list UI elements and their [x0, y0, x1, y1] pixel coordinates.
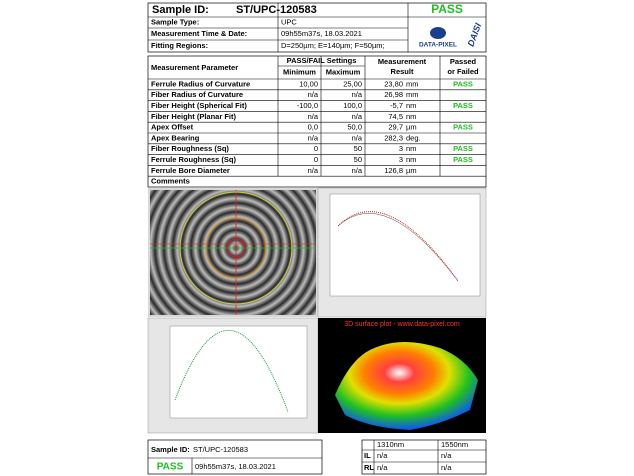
- logo-mark: [430, 27, 446, 39]
- loss-value: n/a: [377, 451, 388, 460]
- max-value: 50,0: [347, 123, 362, 132]
- pass-status: PASS: [453, 144, 473, 153]
- max-value: 50: [354, 144, 362, 153]
- interferogram: [148, 188, 318, 317]
- field-label: Sample Type:: [151, 17, 199, 26]
- param-name: Ferrule Roughness (Sq): [151, 155, 237, 164]
- param-name: Fiber Height (Spherical Fit): [151, 101, 247, 110]
- logo-product: DAISI: [466, 21, 484, 47]
- param-name: Fiber Height (Planar Fit): [151, 112, 237, 121]
- result-value: 74,5: [388, 112, 403, 121]
- pass-status: PASS: [453, 101, 473, 110]
- max-value: n/a: [352, 112, 363, 121]
- result-unit: nm: [406, 144, 416, 153]
- loss-value: n/a: [377, 463, 388, 472]
- min-value: n/a: [308, 90, 319, 99]
- result-value: -5,7: [390, 101, 403, 110]
- param-name: Fiber Radius of Curvature: [151, 90, 243, 99]
- param-name: Apex Offset: [151, 123, 194, 132]
- result-unit: nm: [406, 112, 416, 121]
- sample-id: ST/UPC-120583: [236, 4, 317, 16]
- footer-status: PASS: [157, 462, 184, 473]
- field-label: Fitting Regions:: [151, 41, 208, 50]
- result-value: 282,3: [384, 133, 403, 142]
- cell-border: [147, 2, 487, 53]
- result-unit: nm: [406, 155, 416, 164]
- max-value: 25,00: [343, 79, 362, 88]
- result-unit: µm: [406, 123, 417, 132]
- result-unit: deg.: [406, 133, 421, 142]
- wavelength: 1550nm: [441, 440, 468, 449]
- result-value: 23,80: [384, 79, 403, 88]
- cell-border: [147, 55, 487, 188]
- min-value: 0: [314, 144, 318, 153]
- status: PASS: [431, 2, 463, 16]
- cell-border: [147, 439, 323, 475]
- result-value: 3: [399, 144, 403, 153]
- result-unit: mm: [406, 90, 419, 99]
- sample-id-label: Sample ID:: [152, 4, 209, 16]
- result-unit: nm: [406, 101, 416, 110]
- min-value: 10,00: [299, 79, 318, 88]
- profile-plot-x: [147, 317, 319, 434]
- result-unit: µm: [406, 166, 417, 175]
- footer-label: Sample ID:: [151, 445, 190, 454]
- param-name: Ferrule Radius of Curvature: [151, 79, 250, 88]
- param-name: Fiber Roughness (Sq): [151, 144, 229, 153]
- field-label: Measurement Time & Date:: [151, 29, 247, 38]
- logo-brand: DATA-PIXEL: [419, 42, 457, 49]
- pass-status: PASS: [453, 79, 473, 88]
- col-header: Measurement Parameter: [151, 63, 238, 72]
- comments-label: Comments: [151, 177, 190, 186]
- col-header: Result: [391, 67, 414, 76]
- param-name: Ferrule Bore Diameter: [151, 166, 230, 175]
- field-value: D=250µm; E=140µm; F=50µm;: [281, 41, 385, 50]
- loss-value: n/a: [441, 463, 452, 472]
- max-value: n/a: [352, 133, 363, 142]
- result-unit: mm: [406, 79, 419, 88]
- max-value: 100,0: [343, 101, 362, 110]
- result-value: 26,98: [384, 90, 403, 99]
- min-value: n/a: [308, 133, 319, 142]
- col-header: or Failed: [447, 67, 479, 76]
- col-header: Minimum: [283, 67, 316, 76]
- param-name: Apex Bearing: [151, 133, 200, 142]
- col-header: PASS/FAIL Settings: [287, 56, 357, 65]
- loss-value: n/a: [441, 451, 452, 460]
- max-value: n/a: [352, 166, 363, 175]
- cell-border: [361, 439, 487, 475]
- pass-status: PASS: [453, 123, 473, 132]
- min-value: n/a: [308, 112, 319, 121]
- profile-plot-y: [317, 187, 487, 318]
- surface-title: 3D surface plot - www.data-pixel.com: [344, 321, 460, 328]
- footer-sample-id: ST/UPC-120583: [193, 445, 248, 454]
- pass-status: PASS: [453, 155, 473, 164]
- col-header: Passed: [450, 57, 477, 66]
- result-value: 29,7: [388, 123, 403, 132]
- field-value: UPC: [281, 17, 297, 26]
- field-value: 09h55m37s, 18.03.2021: [281, 29, 362, 38]
- result-value: 3: [399, 155, 403, 164]
- loss-label: IL: [364, 451, 371, 460]
- min-value: 0,0: [308, 123, 318, 132]
- min-value: -100,0: [297, 101, 318, 110]
- col-header: Maximum: [326, 67, 361, 76]
- surface-plot: 3D surface plot - www.data-pixel.com: [318, 318, 486, 433]
- wavelength: 1310nm: [377, 440, 404, 449]
- min-value: 0: [314, 155, 318, 164]
- loss-label: RL: [364, 463, 374, 472]
- col-header: Measurement: [378, 57, 427, 66]
- footer-timestamp: 09h55m37s, 18.03.2021: [195, 462, 276, 471]
- max-value: n/a: [352, 90, 363, 99]
- min-value: n/a: [308, 166, 319, 175]
- max-value: 50: [354, 155, 362, 164]
- result-value: 126,8: [384, 166, 403, 175]
